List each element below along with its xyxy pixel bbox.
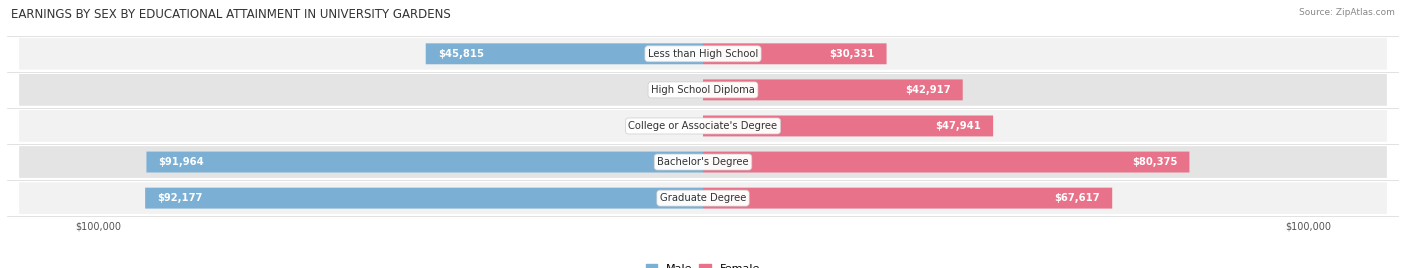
FancyBboxPatch shape (20, 38, 1386, 70)
Text: Less than High School: Less than High School (648, 49, 758, 59)
Text: $30,331: $30,331 (830, 49, 875, 59)
Text: $45,815: $45,815 (437, 49, 484, 59)
FancyBboxPatch shape (20, 110, 1386, 142)
FancyBboxPatch shape (145, 188, 703, 209)
Text: $47,941: $47,941 (935, 121, 981, 131)
FancyBboxPatch shape (20, 146, 1386, 178)
Text: Source: ZipAtlas.com: Source: ZipAtlas.com (1299, 8, 1395, 17)
FancyBboxPatch shape (703, 152, 1189, 173)
Text: $92,177: $92,177 (157, 193, 202, 203)
FancyBboxPatch shape (20, 182, 1386, 214)
Text: College or Associate's Degree: College or Associate's Degree (628, 121, 778, 131)
FancyBboxPatch shape (703, 188, 1112, 209)
Text: $91,964: $91,964 (159, 157, 204, 167)
Legend: Male, Female: Male, Female (647, 264, 759, 268)
Text: Graduate Degree: Graduate Degree (659, 193, 747, 203)
Text: EARNINGS BY SEX BY EDUCATIONAL ATTAINMENT IN UNIVERSITY GARDENS: EARNINGS BY SEX BY EDUCATIONAL ATTAINMEN… (11, 8, 451, 21)
Text: $0: $0 (685, 121, 697, 131)
Text: $67,617: $67,617 (1054, 193, 1099, 203)
FancyBboxPatch shape (426, 43, 703, 64)
Text: Bachelor's Degree: Bachelor's Degree (657, 157, 749, 167)
FancyBboxPatch shape (20, 74, 1386, 106)
FancyBboxPatch shape (703, 43, 887, 64)
FancyBboxPatch shape (146, 152, 703, 173)
FancyBboxPatch shape (703, 79, 963, 100)
Text: $0: $0 (685, 85, 697, 95)
Text: $42,917: $42,917 (905, 85, 950, 95)
Text: High School Diploma: High School Diploma (651, 85, 755, 95)
Text: $80,375: $80,375 (1132, 157, 1177, 167)
FancyBboxPatch shape (703, 116, 993, 136)
